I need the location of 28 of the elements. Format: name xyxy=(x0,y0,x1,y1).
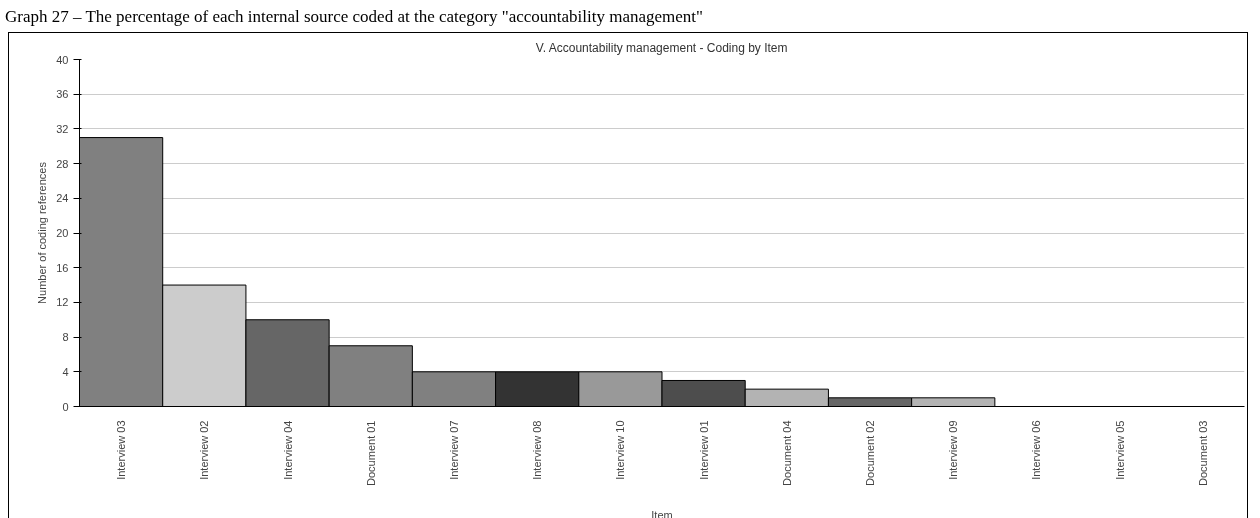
y-tick-label: 12 xyxy=(56,296,69,309)
x-tick-label: Document 04 xyxy=(780,420,793,486)
x-tick-label: Interview 07 xyxy=(447,420,460,480)
y-tick-label: 36 xyxy=(56,88,69,101)
x-tick-label: Document 03 xyxy=(1196,420,1209,486)
y-tick-label: 16 xyxy=(56,261,69,274)
y-axis-title: Number of coding references xyxy=(36,161,49,304)
x-tick-label: Interview 02 xyxy=(198,420,211,480)
x-tick-label: Interview 08 xyxy=(531,420,544,480)
x-tick-label: Interview 06 xyxy=(1030,420,1043,480)
x-tick-label: Interview 03 xyxy=(115,420,128,480)
caption: Graph 27 – The percentage of each internal source coded at the category "accountability management" xyxy=(5,6,703,28)
x-tick-label: Interview 01 xyxy=(697,420,710,480)
x-tick-label: Interview 04 xyxy=(281,420,294,480)
y-tick-label: 28 xyxy=(56,157,69,170)
y-tick-label: 4 xyxy=(62,365,69,378)
x-tick-label: Interview 10 xyxy=(614,420,627,480)
y-tick-label: 40 xyxy=(56,53,69,66)
x-tick-label: Document 02 xyxy=(864,420,877,486)
chart-title: V. Accountability management - Coding by Item xyxy=(535,40,788,55)
y-tick-label: 32 xyxy=(56,122,69,135)
y-tick-label: 24 xyxy=(56,192,69,205)
x-tick-label: Interview 05 xyxy=(1113,420,1126,480)
x-tick-label: Interview 09 xyxy=(947,420,960,480)
x-tick-label: Document 01 xyxy=(364,420,377,486)
y-tick-label: 0 xyxy=(62,400,69,413)
y-tick-label: 8 xyxy=(62,331,69,344)
y-tick-label: 20 xyxy=(56,227,69,239)
